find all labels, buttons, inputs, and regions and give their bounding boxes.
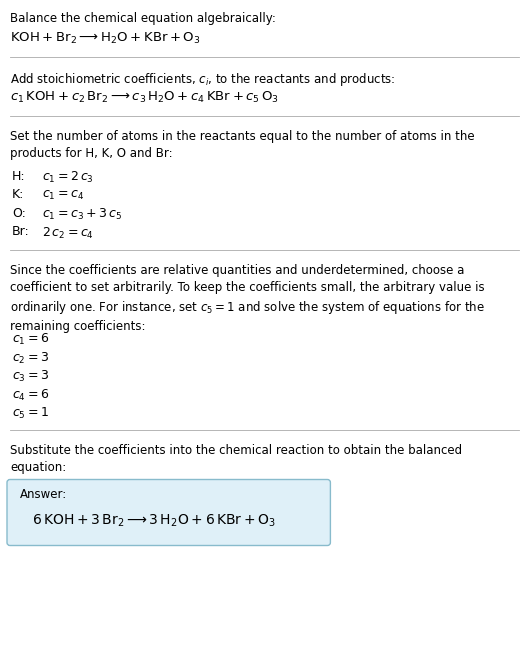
Text: Balance the chemical equation algebraically:: Balance the chemical equation algebraica… — [10, 12, 276, 25]
Text: Since the coefficients are relative quantities and underdetermined, choose a
coe: Since the coefficients are relative quan… — [10, 264, 485, 333]
Text: $c_1 = 6$: $c_1 = 6$ — [12, 332, 49, 347]
Text: $c_1 = c_3 + 3\,c_5$: $c_1 = c_3 + 3\,c_5$ — [42, 207, 122, 222]
Text: $c_1 = 2\,c_3$: $c_1 = 2\,c_3$ — [42, 170, 94, 185]
Text: $c_3 = 3$: $c_3 = 3$ — [12, 369, 49, 384]
Text: Answer:: Answer: — [20, 487, 67, 501]
Text: $c_5 = 1$: $c_5 = 1$ — [12, 406, 49, 421]
Text: O:: O: — [12, 207, 26, 220]
Text: $c_2 = 3$: $c_2 = 3$ — [12, 351, 49, 366]
Text: $c_1\,\mathrm{KOH} + c_2\,\mathrm{Br}_2 \longrightarrow c_3\,\mathrm{H_2O} + c_4: $c_1\,\mathrm{KOH} + c_2\,\mathrm{Br}_2 … — [10, 90, 279, 105]
Text: $2\,c_2 = c_4$: $2\,c_2 = c_4$ — [42, 226, 94, 241]
Text: $c_1 = c_4$: $c_1 = c_4$ — [42, 188, 84, 202]
Text: $6\,\mathrm{KOH} + 3\,\mathrm{Br}_2 \longrightarrow 3\,\mathrm{H_2O} + 6\,\mathr: $6\,\mathrm{KOH} + 3\,\mathrm{Br}_2 \lon… — [32, 512, 276, 529]
Text: Add stoichiometric coefficients, $c_i$, to the reactants and products:: Add stoichiometric coefficients, $c_i$, … — [10, 71, 395, 88]
Text: $c_4 = 6$: $c_4 = 6$ — [12, 388, 49, 402]
FancyBboxPatch shape — [7, 479, 331, 545]
Text: Set the number of atoms in the reactants equal to the number of atoms in the
pro: Set the number of atoms in the reactants… — [10, 130, 475, 160]
Text: Br:: Br: — [12, 226, 30, 239]
Text: H:: H: — [12, 170, 25, 183]
Text: K:: K: — [12, 188, 24, 201]
Text: $\mathrm{KOH} + \mathrm{Br}_2 \longrightarrow \mathrm{H_2O} + \mathrm{KBr} + \ma: $\mathrm{KOH} + \mathrm{Br}_2 \longright… — [10, 31, 200, 46]
Text: Substitute the coefficients into the chemical reaction to obtain the balanced
eq: Substitute the coefficients into the che… — [10, 444, 462, 474]
